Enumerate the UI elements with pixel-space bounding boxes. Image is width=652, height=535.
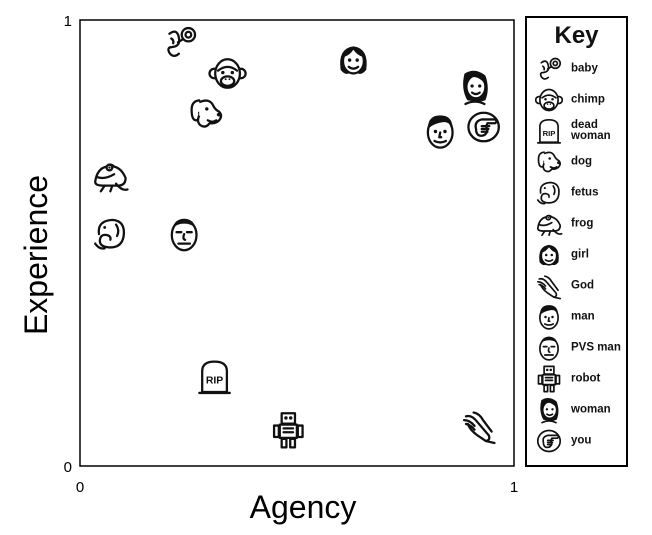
- plot-frame: [79, 19, 515, 467]
- tombstone-label: RIP: [206, 375, 223, 386]
- legend-item-label: frog: [571, 217, 594, 230]
- legend-item: robot: [535, 365, 627, 393]
- pvs-man-icon: [539, 336, 559, 361]
- data-point-woman: [463, 70, 488, 106]
- legend-icon: [537, 365, 561, 393]
- legend-item-label: robot: [571, 372, 601, 385]
- legend-title: Key: [554, 22, 599, 49]
- man-icon: [539, 305, 559, 330]
- tombstone-icon: RIP: [198, 360, 231, 395]
- tombstone-icon: RIP: [536, 118, 562, 144]
- legend: Key baby chimp RIP dead woman dog fetus f…: [525, 16, 628, 467]
- x-tick-label: 1: [510, 479, 518, 496]
- data-point-pvs-man: [170, 218, 198, 252]
- data-point-chimp: [208, 58, 247, 89]
- legend-item-label: dead woman: [571, 119, 611, 142]
- legend-icon: [535, 88, 563, 112]
- data-point-tombstone: RIP: [198, 360, 231, 395]
- fetus-icon: [94, 218, 126, 250]
- woman-icon: [540, 398, 559, 424]
- legend-item-label: you: [571, 434, 592, 447]
- chimp-icon: [535, 88, 563, 112]
- y-tick-label: 1: [64, 13, 72, 30]
- data-point-man: [426, 115, 454, 149]
- baby-icon: [167, 26, 197, 57]
- pvs-man-icon: [170, 218, 198, 252]
- data-points: RIP: [94, 26, 500, 449]
- legend-item: dog: [535, 148, 627, 176]
- girl-icon: [539, 244, 559, 266]
- legend-icon: [537, 151, 562, 173]
- x-axis-label: Agency: [250, 489, 357, 525]
- legend-item: God: [535, 272, 627, 300]
- legend-item: fetus: [535, 179, 627, 207]
- legend-item-label: man: [571, 310, 595, 323]
- x-tick-label: 0: [76, 479, 84, 496]
- tombstone-label: RIP: [543, 129, 556, 138]
- legend-item: RIP dead woman: [535, 117, 627, 145]
- chimp-icon: [208, 58, 247, 89]
- legend-item-label: chimp: [571, 93, 605, 106]
- fetus-icon: [536, 181, 560, 205]
- legend-icon: [539, 244, 559, 266]
- legend-icon: RIP: [536, 118, 562, 144]
- praying-hands-icon: [462, 411, 496, 445]
- woman-icon: [463, 70, 488, 106]
- baby-icon: [539, 57, 562, 80]
- data-point-baby: [167, 26, 197, 57]
- legend-icon: [536, 214, 563, 237]
- legend-item: woman: [535, 396, 627, 424]
- legend-item-label: God: [571, 279, 594, 292]
- data-point-fetus: [94, 218, 126, 250]
- data-point-praying-hands: [462, 411, 496, 445]
- data-point-you: [467, 111, 500, 143]
- legend-item-label: baby: [571, 62, 598, 75]
- frog-icon: [536, 214, 563, 237]
- dog-icon: [190, 99, 223, 128]
- robot-icon: [537, 365, 561, 393]
- you-icon: [467, 111, 500, 143]
- legend-icon: [539, 305, 559, 330]
- legend-item: baby: [535, 55, 627, 83]
- data-point-frog: [94, 163, 129, 193]
- legend-item-label: PVS man: [571, 341, 621, 354]
- data-point-dog: [190, 99, 223, 128]
- legend-item: frog: [535, 210, 627, 238]
- data-point-girl: [340, 46, 367, 75]
- y-axis-label: Experience: [18, 175, 54, 335]
- frog-icon: [94, 163, 129, 193]
- man-icon: [426, 115, 454, 149]
- y-tick-label: 0: [64, 459, 72, 476]
- legend-item-label: dog: [571, 155, 593, 168]
- legend-item-label: woman: [571, 403, 611, 416]
- legend-item: you: [535, 427, 627, 455]
- legend-item-label: girl: [571, 248, 589, 261]
- legend-item: girl: [535, 241, 627, 269]
- legend-icon: [539, 57, 562, 80]
- praying-hands-icon: [536, 275, 562, 300]
- legend-item: man: [535, 303, 627, 331]
- data-point-robot: [272, 412, 304, 449]
- legend-icon: [539, 336, 559, 361]
- legend-icon: [536, 275, 562, 300]
- legend-icon: [536, 181, 560, 205]
- girl-icon: [340, 46, 367, 75]
- legend-item: chimp: [535, 86, 627, 114]
- legend-item-label: fetus: [571, 186, 599, 199]
- robot-icon: [272, 412, 304, 449]
- you-icon: [536, 429, 562, 453]
- dog-icon: [537, 151, 562, 173]
- legend-item: PVS man: [535, 334, 627, 362]
- legend-icon: [536, 429, 562, 453]
- legend-icon: [540, 398, 559, 424]
